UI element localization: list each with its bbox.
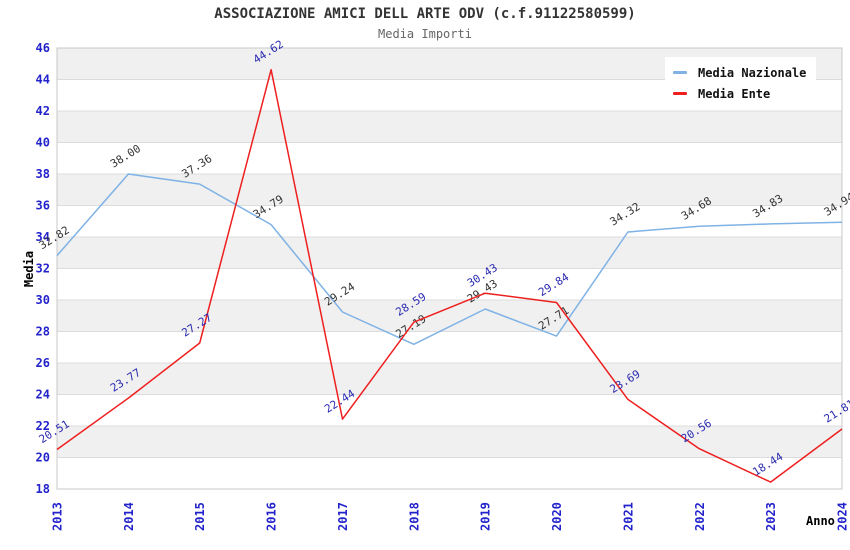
x-axis-title: Anno	[806, 514, 835, 528]
legend-label: Media Nazionale	[698, 65, 807, 80]
y-tick-label: 46	[36, 41, 50, 55]
x-tick-label: 2022	[693, 502, 707, 531]
y-tick-label: 26	[36, 356, 50, 370]
y-tick-label: 24	[36, 388, 50, 402]
y-tick-label: 22	[36, 419, 50, 433]
chart-title: ASSOCIAZIONE AMICI DELL ARTE ODV (c.f.91…	[214, 6, 636, 22]
series-line-media-ente	[56, 68, 843, 483]
plot-band	[57, 426, 842, 458]
series-line-media-nazionale	[56, 173, 843, 346]
x-tick-label: 2015	[193, 502, 207, 531]
x-tick-label: 2019	[479, 502, 493, 531]
y-axis-title: Media	[22, 250, 36, 288]
y-tick-label: 32	[36, 262, 50, 276]
y-tick-label: 42	[36, 104, 50, 118]
x-tick-label: 2013	[51, 502, 65, 531]
x-tick-label: 2014	[122, 502, 136, 531]
y-tick-label: 40	[36, 136, 50, 150]
chart-subtitle: Media Importi	[378, 27, 472, 41]
plot-band	[57, 174, 842, 206]
x-tick-label: 2018	[407, 502, 421, 531]
y-tick-label: 30	[36, 293, 50, 307]
legend: Media Nazionale Media Ente	[665, 57, 817, 109]
legend-item-media-ente: Media Ente	[673, 83, 806, 104]
y-tick-label: 34	[36, 230, 50, 244]
x-tick-label: 2024	[836, 502, 850, 531]
y-tick-label: 38	[36, 167, 50, 181]
y-tick-label: 44	[36, 73, 50, 87]
plot-band	[57, 363, 842, 395]
legend-swatch-red-line	[673, 92, 687, 95]
legend-label: Media Ente	[698, 86, 771, 101]
y-tick-label: 20	[36, 451, 50, 465]
x-tick-label: 2016	[265, 502, 279, 531]
x-tick-label: 2020	[550, 502, 564, 531]
legend-swatch-blue-line	[673, 71, 687, 74]
x-tick-label: 2023	[764, 502, 778, 531]
plot-band	[57, 111, 842, 143]
plot-border	[56, 47, 843, 490]
legend-item-media-nazionale: Media Nazionale	[673, 62, 806, 83]
y-tick-label: 28	[36, 325, 50, 339]
y-tick-label: 36	[36, 199, 50, 213]
y-tick-label: 18	[36, 482, 50, 496]
plot-band	[57, 237, 842, 269]
x-tick-label: 2017	[336, 502, 350, 531]
x-tick-label: 2021	[621, 502, 635, 531]
